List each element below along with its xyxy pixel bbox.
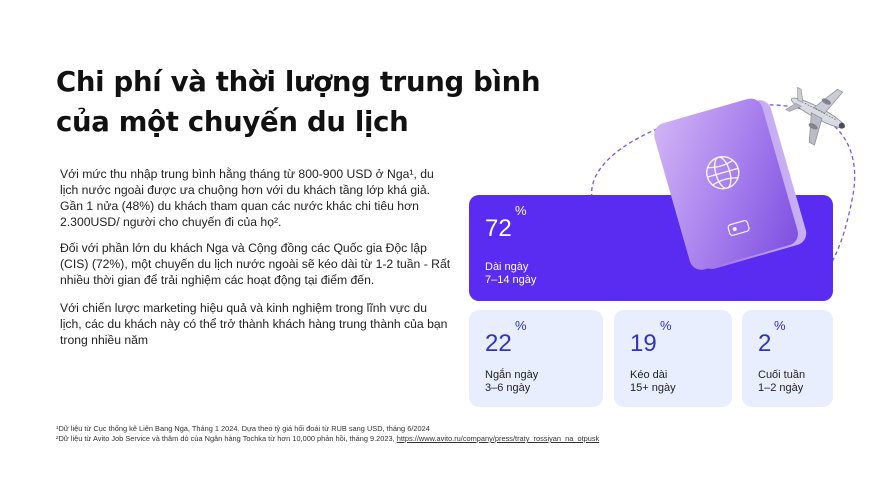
footnote-2-text: ²Dữ liệu từ Avito Job Service và thăm dò… (56, 434, 397, 443)
stat-label-title: Kéo dài (630, 369, 668, 381)
airplane-icon (785, 86, 846, 146)
title-line-2: của một chuyến du lịch (56, 106, 409, 139)
body-text: Với mức thu nhập trung bình hằng tháng t… (60, 166, 452, 358)
percent-sign: % (774, 318, 786, 333)
paragraph-marketing: Với chiến lược marketing hiệu quả và kin… (60, 301, 448, 347)
stat-value: 72 % (485, 203, 527, 243)
stat-card-weekend: 2 % Cuối tuần 1–2 ngày (742, 310, 833, 407)
footnote-2: ²Dữ liệu từ Avito Job Service và thăm dò… (56, 434, 756, 444)
footnotes: ¹Dữ liệu từ Cục thống kê Liên Bang Nga, … (56, 424, 756, 444)
stat-label-title: Cuối tuần (758, 369, 806, 381)
percent-sign: % (515, 318, 527, 333)
stat-number: 72 (485, 215, 512, 242)
stat-value: 2 % (758, 318, 786, 358)
paragraph-income: Với mức thu nhập trung bình hằng tháng t… (60, 167, 434, 229)
stat-card-short: 22 % Ngắn ngày 3–6 ngày (469, 310, 603, 407)
stat-number: 2 (758, 330, 772, 357)
stat-label-title: Ngắn ngày (485, 369, 539, 381)
stat-label-range: 15+ ngày (630, 382, 676, 394)
stat-value: 19 % (630, 318, 672, 358)
stat-number: 19 (630, 330, 657, 357)
title-line-1: Chi phí và thời lượng trung bình (56, 66, 541, 99)
stat-card-extended: 19 % Kéo dài 15+ ngày (614, 310, 732, 407)
stat-label-title: Dài ngày (485, 261, 529, 273)
stat-label: Cuối tuần 1–2 ngày (758, 369, 805, 395)
stat-label: Kéo dài 15+ ngày (630, 369, 676, 395)
globe-icon (706, 156, 740, 190)
stat-label: Ngắn ngày 3–6 ngày (485, 369, 538, 395)
page-title: Chi phí và thời lượng trung bình của một… (56, 62, 576, 142)
stat-label-range: 1–2 ngày (758, 382, 804, 394)
stat-value: 22 % (485, 318, 527, 358)
stat-label-range: 3–6 ngày (485, 382, 531, 394)
percent-sign: % (515, 203, 527, 218)
percent-sign: % (660, 318, 672, 333)
stat-label: Dài ngày 7–14 ngày (485, 261, 536, 287)
stat-label-range: 7–14 ngày (485, 274, 537, 286)
footnote-1: ¹Dữ liệu từ Cục thống kê Liên Bang Nga, … (56, 424, 430, 433)
stat-number: 22 (485, 330, 512, 357)
paragraph-duration: Đối với phần lớn du khách Nga và Cộng đồ… (60, 241, 451, 287)
footnote-link[interactable]: https://www.avito.ru/company/press/traty… (396, 434, 600, 443)
